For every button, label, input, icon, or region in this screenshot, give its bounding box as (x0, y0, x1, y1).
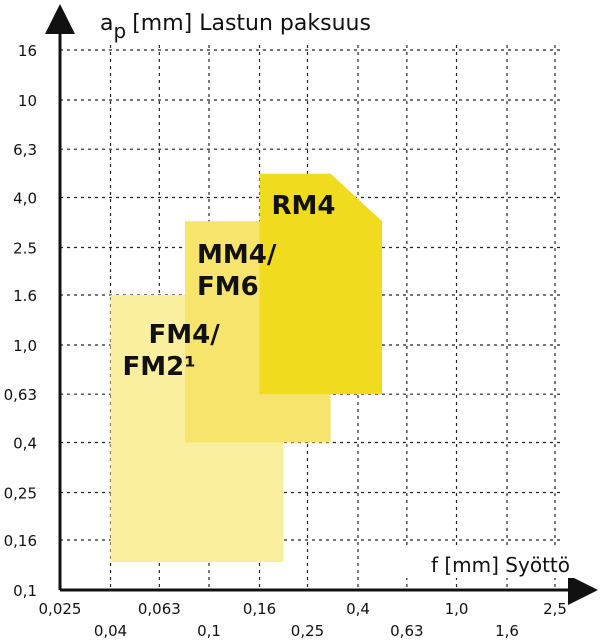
y-tick-label: 0,63 (4, 386, 37, 404)
y-tick-label: 16 (18, 42, 37, 60)
x-tick-label: 2,5 (543, 600, 567, 618)
x-tick-label: 1,0 (445, 600, 469, 618)
x-axis-title: f [mm] Syöttö (431, 553, 570, 577)
y-tick-label: 0,1 (13, 582, 37, 600)
x-tick-label: 0,4 (346, 600, 370, 618)
y-tick-label: 0,25 (4, 485, 37, 503)
y-tick-label: 2.5 (13, 240, 37, 258)
region-label: FM4/ (149, 320, 221, 350)
y-tick-label: 0,4 (13, 434, 37, 452)
x-tick-label: 0,1 (197, 622, 221, 640)
x-title-bg (405, 548, 575, 578)
region (259, 173, 383, 395)
region-label: MM4/ (197, 240, 277, 270)
y-tick-label: 0,16 (4, 532, 37, 550)
region-label: RM4 (272, 191, 336, 221)
y-axis-title: ap [mm] Lastun paksuus (100, 11, 371, 43)
x-tick-label: 0,025 (39, 600, 82, 618)
x-tick-label: 0,25 (291, 622, 324, 640)
y-tick-label: 4,0 (13, 190, 37, 208)
regions (110, 173, 383, 563)
x-tick-label: 0,04 (94, 622, 127, 640)
x-tick-label: 1,6 (495, 622, 519, 640)
region-label: FM6 (197, 272, 259, 302)
x-tick-label: 0,063 (138, 600, 181, 618)
y-tick-label: 1.6 (13, 287, 37, 305)
region-label: FM2¹ (123, 352, 196, 382)
x-tick-label: 0,63 (390, 622, 423, 640)
y-tick-label: 1,0 (13, 337, 37, 355)
y-tick-label: 6,3 (13, 141, 37, 159)
x-tick-label: 0,16 (243, 600, 276, 618)
y-tick-label: 10 (18, 92, 37, 110)
